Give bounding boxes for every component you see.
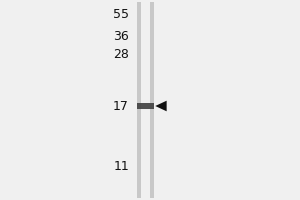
Text: 11: 11	[113, 160, 129, 172]
Bar	[137, 103, 154, 109]
Bar	[141, 2, 150, 198]
Text: 28: 28	[113, 47, 129, 60]
Text: 36: 36	[113, 29, 129, 43]
Text: 55: 55	[113, 7, 129, 21]
Bar	[137, 2, 154, 198]
Polygon shape	[155, 101, 167, 111]
Text: 17: 17	[113, 99, 129, 112]
